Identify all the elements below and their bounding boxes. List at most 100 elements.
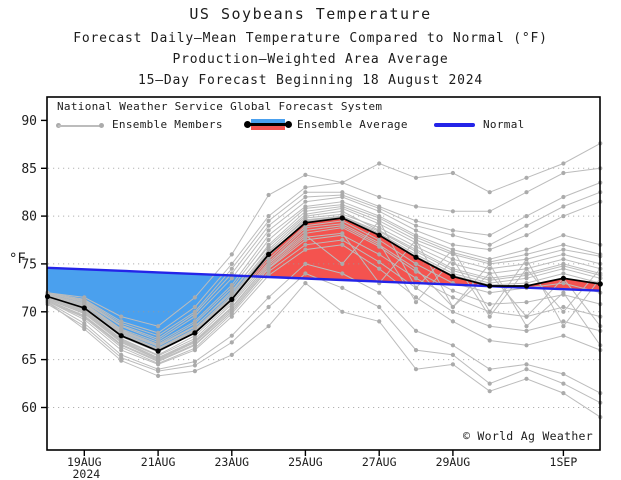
ensemble-member-point: [487, 190, 492, 195]
ensemble-member-point: [340, 206, 345, 211]
x-tick-label: 1SEP: [550, 455, 578, 469]
ensemble-member-point: [487, 278, 492, 283]
ensemble-member-point: [487, 242, 492, 247]
ensemble-average-line: [47, 217, 601, 352]
ensemble-member-point: [413, 328, 419, 333]
chart-subtitle-1: Forecast Daily–Mean Temperature Compared…: [73, 31, 548, 46]
ensemble-member-point: [303, 185, 308, 190]
plot-frame: [46, 96, 601, 451]
ensemble-member-point: [487, 266, 492, 271]
ensemble-member-line: [47, 201, 601, 343]
ensemble-member-point: [524, 223, 529, 228]
y-tick-label: 85: [21, 162, 37, 177]
ensemble-member-point: [561, 381, 566, 386]
ensemble-member-point: [192, 314, 197, 319]
ensemble-member-point: [413, 266, 419, 271]
ensemble-member-point: [413, 244, 419, 249]
above-normal-fill-sample: [251, 125, 285, 130]
ensemble-member-line: [47, 232, 601, 362]
ensemble-member-point: [561, 161, 566, 166]
ensemble-member-point: [340, 221, 345, 226]
ensemble-member-point: [266, 223, 271, 228]
y-tick-label: 60: [21, 401, 37, 416]
ensemble-member-line: [47, 196, 601, 342]
chart-title: US Soybeans Temperature: [189, 5, 432, 23]
ensemble-member-point: [561, 194, 566, 200]
ensemble-member-point: [450, 228, 455, 233]
ensemble-member-point: [377, 290, 382, 295]
legend-source: National Weather Service Global Forecast…: [57, 100, 383, 113]
ensemble-member-point: [377, 206, 382, 211]
ensemble-member-point: [119, 355, 124, 360]
ensemble-member-point: [524, 367, 529, 372]
y-tick-label: 70: [21, 305, 37, 320]
ensemble-member-point: [450, 288, 455, 293]
ensemble-member-point: [561, 333, 566, 338]
ensemble-member-point: [413, 295, 419, 300]
ensemble-member-point: [524, 266, 529, 271]
legend-normal-label: Normal: [483, 118, 525, 131]
ensemble-member-line: [47, 239, 601, 365]
ensemble-member-point: [192, 325, 197, 330]
ensemble-member-point: [450, 233, 455, 238]
ensemble-member-point: [266, 265, 271, 270]
ensemble-member-point: [303, 209, 308, 214]
ensemble-member-point: [119, 319, 124, 324]
ensemble-member-point: [340, 237, 345, 243]
ensemble-member-point: [561, 170, 566, 176]
ensemble-member-point: [413, 240, 419, 245]
ensemble-member-point: [340, 271, 345, 276]
ensemble-member-point: [266, 261, 271, 266]
ensemble-member-point: [229, 266, 234, 271]
ensemble-member-point: [450, 257, 455, 262]
ensemble-member-point: [229, 314, 234, 319]
ensemble-average-point: [487, 283, 493, 289]
ensemble-member-point: [524, 214, 529, 219]
ensemble-average-point: [155, 348, 161, 354]
ensemble-member-point: [192, 359, 197, 364]
ensemble-member-point: [229, 252, 234, 257]
ensemble-average-swatch: [244, 119, 292, 130]
ensemble-member-line: [47, 207, 601, 347]
normal-line: [47, 266, 601, 292]
ensemble-member-point: [561, 257, 566, 262]
ensemble-member-line: [47, 220, 601, 356]
ensemble-member-point: [413, 285, 419, 290]
ensemble-member-point: [377, 225, 382, 230]
ensemble-member-point: [524, 190, 529, 195]
ensemble-member-point: [377, 221, 382, 226]
ensemble-member-point: [524, 314, 529, 319]
ensemble-member-point: [119, 358, 124, 363]
ensemble-member-point: [413, 223, 419, 228]
ensemble-member-point: [303, 261, 308, 266]
ensemble-member-point: [450, 343, 455, 348]
ensemble-member-point: [561, 263, 566, 268]
ensemble-member-line: [47, 142, 601, 327]
ensemble-member-point: [340, 209, 345, 214]
ensemble-member-point: [524, 233, 529, 238]
ensemble-member-point: [156, 330, 161, 335]
ensemble-member-point: [377, 229, 382, 234]
x-tick-label: 23AUG: [214, 455, 249, 469]
ensemble-member-point: [377, 240, 382, 245]
ensemble-member-point: [377, 319, 382, 324]
ensemble-member-point: [524, 247, 529, 252]
ensemble-member-point: [377, 237, 382, 243]
ensemble-member-point: [561, 252, 566, 257]
ensemble-member-point: [192, 311, 197, 316]
ensemble-member-point: [413, 175, 419, 180]
ensemble-average-point: [118, 333, 124, 339]
ensemble-member-point: [156, 373, 161, 378]
ensemble-member-point: [266, 324, 271, 329]
ensemble-average-point: [413, 254, 419, 260]
ensemble-member-point: [413, 300, 419, 305]
legend-average-label: Ensemble Average: [297, 118, 408, 131]
ensemble-member-point: [413, 218, 419, 223]
x-tick-label: 29AUG: [436, 455, 471, 469]
ensemble-member-point: [119, 323, 124, 328]
ensemble-member-point: [156, 324, 161, 329]
ensemble-member-point: [266, 218, 271, 223]
ensemble-member-point: [303, 235, 308, 240]
chart-subtitle-2: Production–Weighted Area Average: [172, 52, 449, 67]
